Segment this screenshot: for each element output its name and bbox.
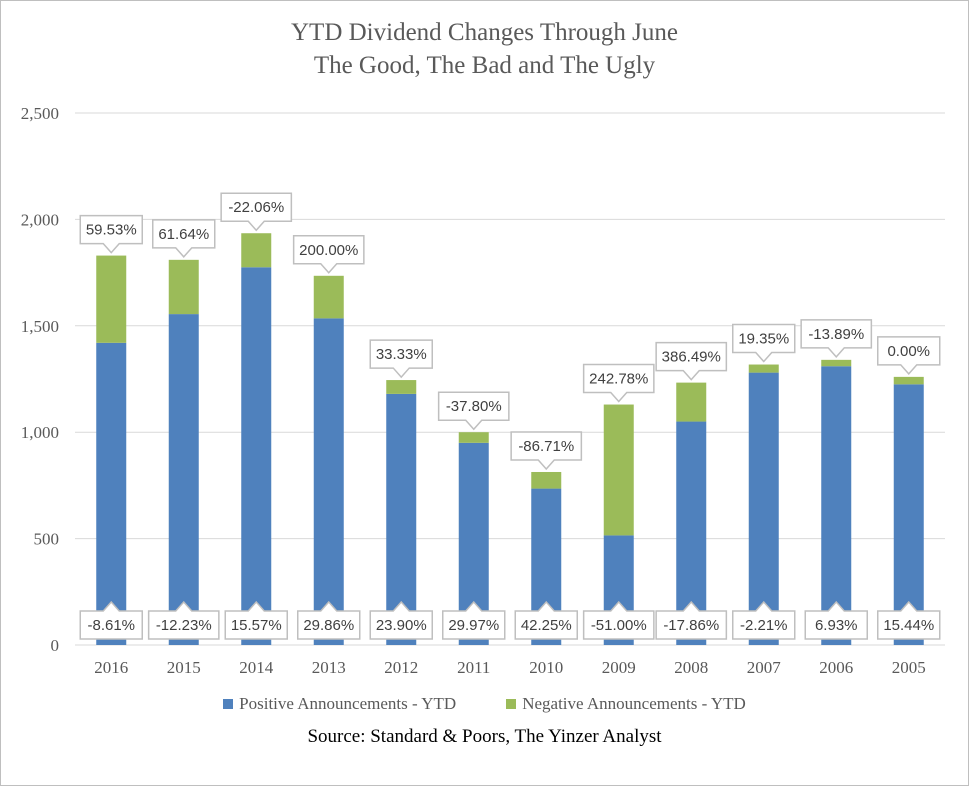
y-tick-label: 2,000	[21, 210, 59, 229]
legend-label-negative: Negative Announcements - YTD	[522, 694, 746, 713]
data-label-positive-box	[224, 600, 288, 640]
bar-positive-2006	[821, 366, 852, 645]
x-tick-label: 2012	[384, 658, 418, 677]
data-label-negative-box	[732, 323, 796, 363]
y-tick-label: 1,000	[21, 423, 59, 442]
data-label-positive: 42.25%	[521, 617, 572, 634]
x-tick-label: 2007	[747, 658, 782, 677]
chart-title: YTD Dividend Changes Through June	[291, 19, 678, 46]
bar-negative-2011	[458, 432, 489, 443]
bar-negative-2012	[386, 380, 417, 394]
legend: Positive Announcements - YTD Negative An…	[0, 694, 969, 714]
y-tick-label: 0	[51, 636, 60, 655]
data-label-positive: 29.86%	[303, 617, 354, 634]
chart-subtitle: The Good, The Bad and The Ugly	[313, 52, 656, 79]
data-label-positive-box	[369, 600, 433, 640]
bar-positive-2014	[241, 267, 272, 645]
x-tick-label: 2013	[312, 658, 346, 677]
bar-negative-2016	[96, 255, 127, 343]
data-label-positive: 29.97%	[448, 617, 499, 634]
data-label-negative: -37.80%	[446, 398, 502, 415]
bar-negative-2009	[603, 404, 634, 536]
data-label-negative-box	[510, 431, 583, 471]
data-label-negative: 200.00%	[299, 242, 358, 259]
y-tick-label: 2,500	[21, 104, 59, 123]
bar-negative-2013	[313, 275, 344, 319]
data-label-positive: 6.93%	[815, 617, 858, 634]
y-tick-label: 1,500	[21, 317, 59, 336]
data-label-negative: -86.71%	[518, 438, 574, 455]
x-tick-label: 2009	[602, 658, 636, 677]
data-label-positive: -17.86%	[663, 617, 719, 634]
data-label-positive: -12.23%	[156, 617, 212, 634]
data-label-negative: 19.35%	[738, 331, 789, 348]
legend-label-positive: Positive Announcements - YTD	[239, 694, 457, 713]
x-tick-label: 2016	[94, 658, 128, 677]
data-label-negative: 386.49%	[662, 349, 721, 366]
data-label-positive-box	[297, 600, 361, 640]
y-tick-label: 500	[34, 530, 60, 549]
bar-positive-2013	[313, 318, 344, 645]
data-label-negative-box	[220, 192, 293, 232]
data-label-positive-box	[442, 600, 506, 640]
bar-negative-2010	[531, 471, 562, 489]
data-label-negative-box	[655, 341, 728, 381]
data-label-positive: -8.61%	[87, 617, 135, 634]
data-label-positive-box	[514, 600, 578, 640]
x-tick-label: 2006	[819, 658, 853, 677]
data-label-positive-box	[804, 600, 868, 640]
data-label-negative: -13.89%	[808, 326, 864, 343]
bar-positive-2016	[96, 342, 127, 645]
data-label-negative-box	[582, 363, 655, 403]
bar-negative-2005	[893, 376, 924, 385]
x-tick-label: 2010	[529, 658, 563, 677]
data-label-negative-box	[877, 336, 941, 376]
data-label-positive-box	[147, 600, 220, 640]
x-tick-label: 2011	[457, 658, 490, 677]
data-label-negative: 33.33%	[376, 346, 427, 363]
data-label-negative-box	[152, 219, 216, 258]
data-label-negative-box	[800, 319, 873, 358]
data-label-negative: 59.53%	[86, 222, 137, 239]
bar-positive-2007	[748, 372, 779, 645]
x-tick-label: 2008	[674, 658, 708, 677]
data-label-negative: 0.00%	[887, 343, 930, 360]
data-label-positive: 15.57%	[231, 617, 282, 634]
data-label-negative: 61.64%	[158, 226, 209, 243]
legend-swatch-negative	[506, 699, 517, 709]
data-label-positive: -51.00%	[591, 617, 647, 634]
data-label-positive-box	[79, 600, 143, 640]
data-label-negative-box	[369, 339, 433, 379]
data-label-positive-box	[582, 600, 655, 640]
bar-negative-2014	[241, 233, 272, 268]
data-label-positive: 15.44%	[883, 617, 934, 634]
legend-item-negative: Negative Announcements - YTD	[506, 694, 746, 714]
legend-item-positive: Positive Announcements - YTD	[223, 694, 456, 714]
data-label-positive-box	[655, 600, 728, 640]
chart-plot: 0 500 1,000 1,500 2,000 2,500 2016 -8.61% 59.53%…	[21, 104, 945, 677]
data-label-positive: 23.90%	[376, 617, 427, 634]
x-tick-label: 2015	[167, 658, 201, 677]
data-label-positive-box	[732, 600, 796, 640]
data-label-negative-box	[79, 214, 143, 254]
data-label-positive: -2.21%	[740, 617, 788, 634]
data-label-negative-box	[292, 235, 365, 274]
data-label-negative-box	[437, 391, 510, 431]
x-tick-label: 2005	[892, 658, 926, 677]
legend-swatch-positive	[223, 699, 234, 709]
data-label-positive-box	[877, 600, 941, 640]
data-label-negative: -22.06%	[228, 199, 284, 216]
x-tick-label: 2014	[239, 658, 274, 677]
data-label-negative: 242.78%	[589, 371, 648, 388]
bar-negative-2008	[676, 382, 707, 422]
bar-negative-2007	[748, 364, 779, 373]
source-note: Source: Standard & Poors, The Yinzer Ana…	[307, 726, 662, 747]
bar-positive-2015	[168, 314, 199, 645]
bar-negative-2006	[821, 359, 852, 367]
bar-negative-2015	[168, 259, 199, 315]
